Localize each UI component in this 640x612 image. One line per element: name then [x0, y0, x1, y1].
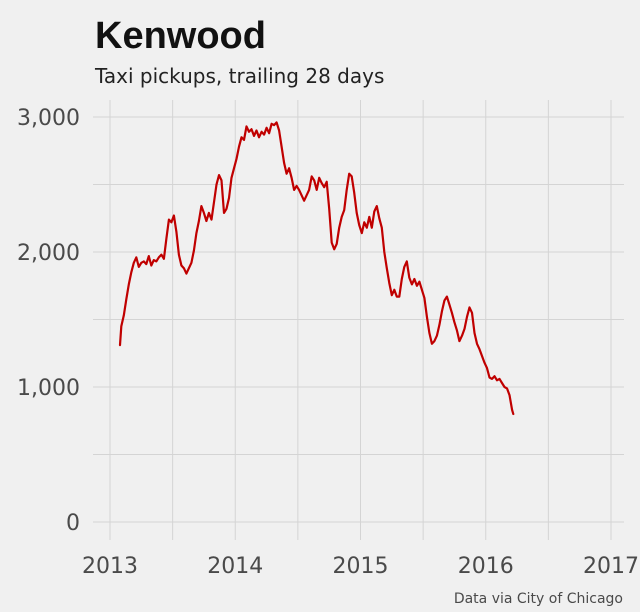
y-tick-label: 0	[66, 511, 80, 536]
series-line	[118, 121, 515, 416]
x-tick-label: 2013	[82, 554, 138, 579]
x-tick-label: 2014	[207, 554, 263, 579]
series-layer	[118, 121, 515, 416]
y-tick-label: 3,000	[17, 106, 80, 131]
x-tick-label: 2016	[458, 554, 514, 579]
x-tick-label: 2017	[583, 554, 639, 579]
x-tick-label: 2015	[333, 554, 389, 579]
chart-subtitle: Taxi pickups, trailing 28 days	[94, 64, 384, 88]
chart-caption: Data via City of Chicago	[454, 591, 623, 607]
axis-tick-labels: 0 1,000 2,000 3,000 2013 2014 2015 2016 2017	[17, 106, 639, 579]
gridlines	[93, 100, 624, 540]
chart-title: Kenwood	[95, 15, 266, 57]
y-tick-label: 1,000	[17, 376, 80, 401]
y-tick-label: 2,000	[17, 241, 80, 266]
